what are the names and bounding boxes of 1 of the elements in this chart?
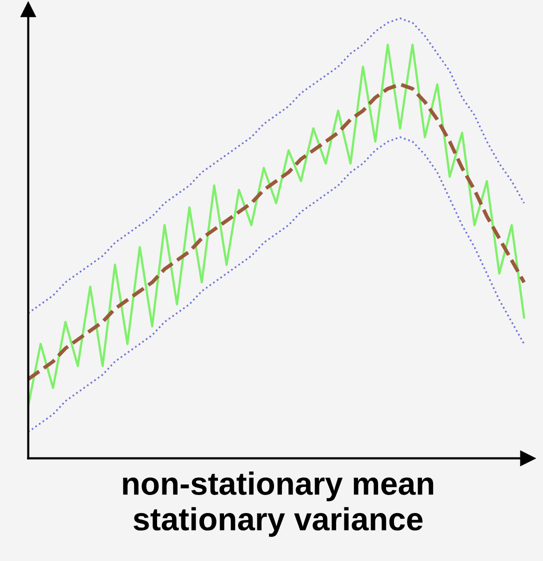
x-axis-title: non-stationary mean stationary variance bbox=[123, 472, 434, 537]
